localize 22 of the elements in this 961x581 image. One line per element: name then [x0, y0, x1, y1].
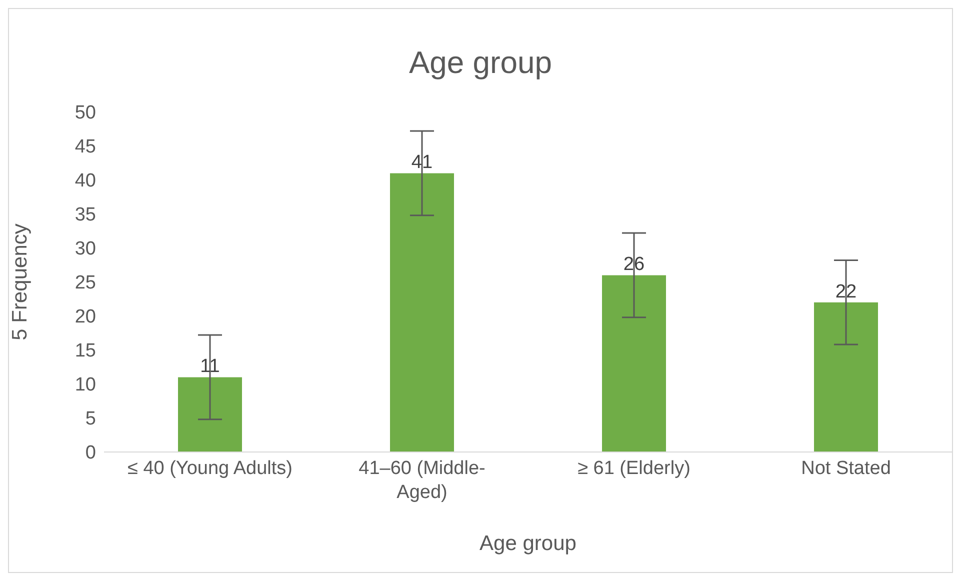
y-tick-label: 30: [74, 238, 96, 260]
bar: [178, 377, 242, 452]
x-axis-title: Age group: [480, 532, 576, 555]
x-tick-label: Not Stated: [801, 458, 891, 479]
y-tick-label: 25: [74, 272, 96, 294]
y-tick-label: 50: [74, 102, 96, 124]
chart-title: Age group: [408, 45, 554, 81]
bar: [602, 275, 666, 452]
y-axis-title: 5 Frequency: [8, 223, 32, 340]
y-tick-label: 20: [74, 306, 96, 328]
x-tick-label: ≥ 61 (Elderly): [578, 458, 690, 479]
x-tick-label: ≤ 40 (Young Adults): [127, 458, 293, 479]
bar: [814, 302, 878, 452]
y-tick-label: 0: [85, 442, 96, 464]
x-tick-label: 41–60 (Middle-Aged): [358, 458, 486, 503]
y-tick-label: 45: [74, 136, 96, 158]
y-tick-label: 40: [74, 170, 96, 192]
y-tick-label: 10: [74, 374, 96, 396]
y-tick-label: 35: [74, 204, 96, 226]
bar: [390, 173, 454, 452]
y-tick-label: 15: [74, 340, 96, 362]
y-tick-label: 5: [85, 408, 96, 430]
